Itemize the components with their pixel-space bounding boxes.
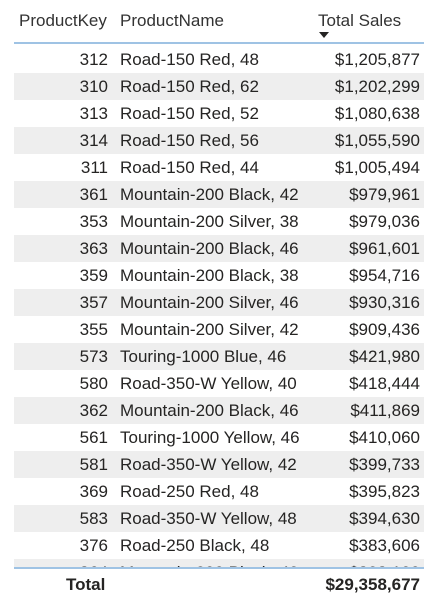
cell-total-sales: $1,080,638 [334, 104, 420, 123]
table-row[interactable]: 359 Mountain-200 Black, 38 $954,716 [14, 262, 424, 289]
cell-productkey: 561 [79, 428, 108, 447]
column-header-productkey[interactable]: ProductKey [19, 11, 107, 30]
table-row[interactable]: 361 Mountain-200 Black, 42 $979,961 [14, 181, 424, 208]
cell-productkey: 310 [79, 77, 108, 96]
cell-productname: Road-150 Red, 56 [120, 131, 259, 150]
table-row[interactable]: 573 Touring-1000 Blue, 46 $421,980 [14, 343, 424, 370]
table-row[interactable]: 310 Road-150 Red, 62 $1,202,299 [14, 73, 424, 100]
cell-total-sales: $395,823 [349, 482, 420, 501]
cell-total-sales: $954,716 [349, 266, 420, 285]
cell-productname: Road-150 Red, 52 [120, 104, 259, 123]
table-row[interactable]: 312 Road-150 Red, 48 $1,205,877 [14, 46, 424, 73]
cell-productkey: 361 [79, 185, 108, 204]
cell-productkey: 573 [79, 347, 108, 366]
table-row[interactable]: 376 Road-250 Black, 48 $383,606 [14, 532, 424, 559]
cell-productname: Road-250 Black, 48 [120, 536, 270, 555]
cell-total-sales: $418,444 [349, 374, 420, 393]
cell-total-sales: $930,316 [349, 293, 420, 312]
cell-total-sales: $383,606 [349, 536, 420, 555]
table-row[interactable]: 313 Road-150 Red, 52 $1,080,638 [14, 100, 424, 127]
table-header: ProductKey ProductName Total Sales [14, 0, 424, 44]
cell-productkey: 369 [79, 482, 108, 501]
table-row[interactable]: 357 Mountain-200 Silver, 46 $930,316 [14, 289, 424, 316]
cell-productname: Mountain-200 Black, 42 [120, 185, 299, 204]
cell-total-sales: $383,100 [314, 562, 420, 567]
cell-productname: Touring-1000 Blue, 46 [120, 347, 287, 366]
cell-total-sales: $1,202,299 [334, 77, 420, 96]
cell-productname: Mountain-200 Black, 38 [120, 266, 299, 285]
cell-productkey: 311 [80, 158, 108, 177]
cell-productkey: 314 [79, 131, 108, 150]
table-body[interactable]: 312 Road-150 Red, 48 $1,205,877 310 Road-150… [14, 46, 424, 567]
cell-productkey: 313 [79, 104, 108, 123]
cell-productkey: 363 [79, 239, 108, 258]
cell-productname: Touring-1000 Yellow, 46 [120, 428, 300, 447]
table-row[interactable]: 561 Touring-1000 Yellow, 46 $410,060 [14, 424, 424, 451]
cell-productname: Mountain-200 Black, 46 [120, 401, 299, 420]
cell-productname: Road-350-W Yellow, 40 [120, 374, 297, 393]
cell-productkey: 355 [79, 320, 108, 339]
cell-productkey: 312 [79, 50, 108, 69]
table-row[interactable]: 581 Road-350-W Yellow, 42 $399,733 [14, 451, 424, 478]
table-row[interactable]: 355 Mountain-200 Silver, 42 $909,436 [14, 316, 424, 343]
cell-productkey: 353 [79, 212, 108, 231]
cell-total-sales: $399,733 [349, 455, 420, 474]
table-row[interactable]: 353 Mountain-200 Silver, 38 $979,036 [14, 208, 424, 235]
cell-productname: Road-350-W Yellow, 42 [120, 455, 297, 474]
table-row[interactable]: 314 Road-150 Red, 56 $1,055,590 [14, 127, 424, 154]
cell-productname: Mountain-200 Silver, 42 [120, 320, 299, 339]
cell-productkey: 376 [79, 536, 108, 555]
total-row: Total $29,358,677 [14, 567, 424, 608]
column-header-productname[interactable]: ProductName [120, 11, 224, 30]
cell-total-sales: $410,060 [349, 428, 420, 447]
cell-total-sales: $411,869 [350, 401, 420, 420]
cell-total-sales: $961,601 [349, 239, 420, 258]
cell-productkey: 583 [79, 509, 108, 528]
table-row[interactable]: 311 Road-150 Red, 44 $1,005,494 [14, 154, 424, 181]
cell-productname: Road-350-W Yellow, 48 [120, 509, 297, 528]
cell-total-sales: $979,036 [349, 212, 420, 231]
cell-productname: Mountain-200 Silver, 46 [120, 293, 299, 312]
total-sales-value: $29,358,677 [325, 575, 420, 594]
cell-productkey: 580 [79, 374, 108, 393]
table-row[interactable]: 363 Mountain-200 Black, 46 $961,601 [14, 235, 424, 262]
column-header-total-sales[interactable]: Total Sales [318, 11, 402, 30]
cell-total-sales: $1,055,590 [334, 131, 420, 150]
cell-productkey: 357 [79, 293, 108, 312]
cell-total-sales: $421,980 [349, 347, 420, 366]
cell-productname: Mountain-200 Black, 48 [120, 562, 320, 567]
cell-productkey: 359 [79, 266, 108, 285]
cell-total-sales: $394,630 [349, 509, 420, 528]
cell-productkey: 581 [79, 455, 108, 474]
cell-total-sales: $1,005,494 [334, 158, 420, 177]
cell-productname: Mountain-200 Black, 46 [120, 239, 299, 258]
cell-productkey: 362 [79, 401, 108, 420]
sort-descending-icon[interactable] [319, 32, 329, 38]
cell-productkey: 364 [14, 562, 108, 567]
table-row[interactable]: 362 Mountain-200 Black, 46 $411,869 [14, 397, 424, 424]
total-label: Total [66, 575, 106, 594]
cell-productname: Road-250 Red, 48 [120, 482, 259, 501]
table-row[interactable]: 583 Road-350-W Yellow, 48 $394,630 [14, 505, 424, 532]
table-row[interactable]: 580 Road-350-W Yellow, 40 $418,444 [14, 370, 424, 397]
cell-productname: Road-150 Red, 44 [120, 158, 259, 177]
cell-total-sales: $909,436 [349, 320, 420, 339]
cell-productname: Mountain-200 Silver, 38 [120, 212, 299, 231]
table-row[interactable]: 364 Mountain-200 Black, 48$383,100 [14, 559, 424, 567]
cell-total-sales: $1,205,877 [334, 50, 420, 69]
cell-productname: Road-150 Red, 48 [120, 50, 259, 69]
cell-total-sales: $979,961 [349, 185, 420, 204]
table-row[interactable]: 369 Road-250 Red, 48 $395,823 [14, 478, 424, 505]
cell-productname: Road-150 Red, 62 [120, 77, 259, 96]
